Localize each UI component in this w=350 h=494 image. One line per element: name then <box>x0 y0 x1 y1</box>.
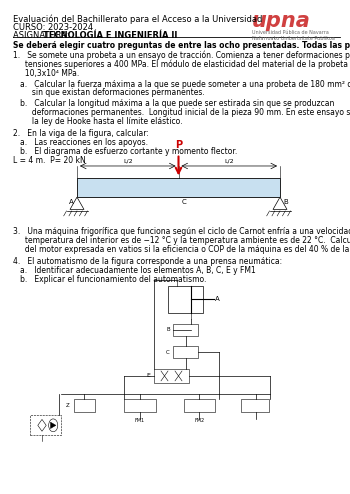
Text: FM1: FM1 <box>135 418 145 423</box>
Text: temperatura del interior es de −12 °C y la temperatura ambiente es de 22 °C.  Ca: temperatura del interior es de −12 °C y … <box>13 236 350 245</box>
Polygon shape <box>38 419 46 431</box>
Text: 4.   El automatismo de la figura corresponde a una prensa neumática:: 4. El automatismo de la figura correspon… <box>13 257 282 266</box>
Bar <box>241 400 270 412</box>
Text: sin que existan deformaciones permanentes.: sin que existan deformaciones permanente… <box>20 88 205 97</box>
Text: 2.   En la viga de la figura, calcular:: 2. En la viga de la figura, calcular: <box>13 129 149 138</box>
Text: A: A <box>215 296 220 302</box>
Text: C: C <box>166 350 170 355</box>
Text: b.   El diagrama de esfuerzo cortante y momento flector.: b. El diagrama de esfuerzo cortante y mo… <box>20 147 238 156</box>
Text: 1.   Se somete una probeta a un ensayo de tracción. Comienza a tener deformacion: 1. Se somete una probeta a un ensayo de … <box>13 51 350 60</box>
Text: TECNOLOGÍA E INGENIERÍA II: TECNOLOGÍA E INGENIERÍA II <box>43 31 177 40</box>
Polygon shape <box>50 422 56 429</box>
Text: a.   Las reacciones en los apoyos.: a. Las reacciones en los apoyos. <box>20 138 148 147</box>
Polygon shape <box>273 197 287 209</box>
Text: Nafarroako Unibertsitate Publikoa: Nafarroako Unibertsitate Publikoa <box>252 36 335 41</box>
Text: upna: upna <box>252 11 311 31</box>
Bar <box>30 415 61 435</box>
Bar <box>173 324 198 336</box>
Bar <box>184 400 215 412</box>
Text: A: A <box>69 199 74 205</box>
Bar <box>77 178 280 197</box>
Text: L/2: L/2 <box>224 158 234 163</box>
Text: Se deberá elegir cuatro preguntas de entre las ocho presentadas. Todas las pregu: Se deberá elegir cuatro preguntas de ent… <box>13 41 350 50</box>
Text: del motor expresada en vatios si la eficiencia o COP de la máquina es del 40 % d: del motor expresada en vatios si la efic… <box>13 245 350 253</box>
Text: a.   Calcular la fuerza máxima a la que se puede someter a una probeta de 180 mm: a. Calcular la fuerza máxima a la que se… <box>20 80 350 89</box>
Text: deformaciones permanentes.  Longitud inicial de la pieza 90 mm. En este ensayo s: deformaciones permanentes. Longitud inic… <box>20 108 350 117</box>
Text: CURSO: 2023-2024: CURSO: 2023-2024 <box>13 23 93 32</box>
Bar <box>154 369 189 383</box>
Text: a.   Identificar adecuadamente los elementos A, B, C, E y FM1: a. Identificar adecuadamente los element… <box>20 266 256 275</box>
Bar <box>173 346 198 359</box>
Text: ASIGNATURA:: ASIGNATURA: <box>13 31 72 40</box>
Text: Universidad Pública de Navarra: Universidad Pública de Navarra <box>252 30 329 35</box>
Text: B: B <box>166 328 170 332</box>
Text: la ley de Hooke hasta el límite elástico.: la ley de Hooke hasta el límite elástico… <box>20 117 183 126</box>
Text: L = 4 m.  P= 20 kN: L = 4 m. P= 20 kN <box>13 156 86 165</box>
Text: b.   Calcular la longitud máxima a la que puede ser estirada sin que se produzca: b. Calcular la longitud máxima a la que … <box>20 99 335 108</box>
Bar <box>74 400 95 412</box>
Circle shape <box>49 419 58 432</box>
Text: b.   Explicar el funcionamiento del automatismo.: b. Explicar el funcionamiento del automa… <box>20 275 206 284</box>
Text: tensiones superiores a 400 MPa. El módulo de elasticidad del material de la prob: tensiones superiores a 400 MPa. El módul… <box>13 60 350 69</box>
Text: Z: Z <box>66 403 70 408</box>
Text: L/2: L/2 <box>123 158 133 163</box>
Text: P: P <box>175 140 182 150</box>
Text: Evaluación del Bachillerato para el Acceso a la Universidad: Evaluación del Bachillerato para el Acce… <box>13 15 262 24</box>
Text: C: C <box>182 199 187 205</box>
Text: 3.   Una máquina frigorífica que funciona según el ciclo de Carnot enfría a una : 3. Una máquina frigorífica que funciona … <box>13 227 350 236</box>
Bar <box>168 286 203 313</box>
Text: B: B <box>284 199 288 205</box>
Bar <box>124 400 156 412</box>
Text: 10,3x10⁴ MPa.: 10,3x10⁴ MPa. <box>13 69 79 78</box>
Text: FM2: FM2 <box>195 418 204 423</box>
Text: E: E <box>147 373 150 378</box>
Polygon shape <box>70 197 84 209</box>
